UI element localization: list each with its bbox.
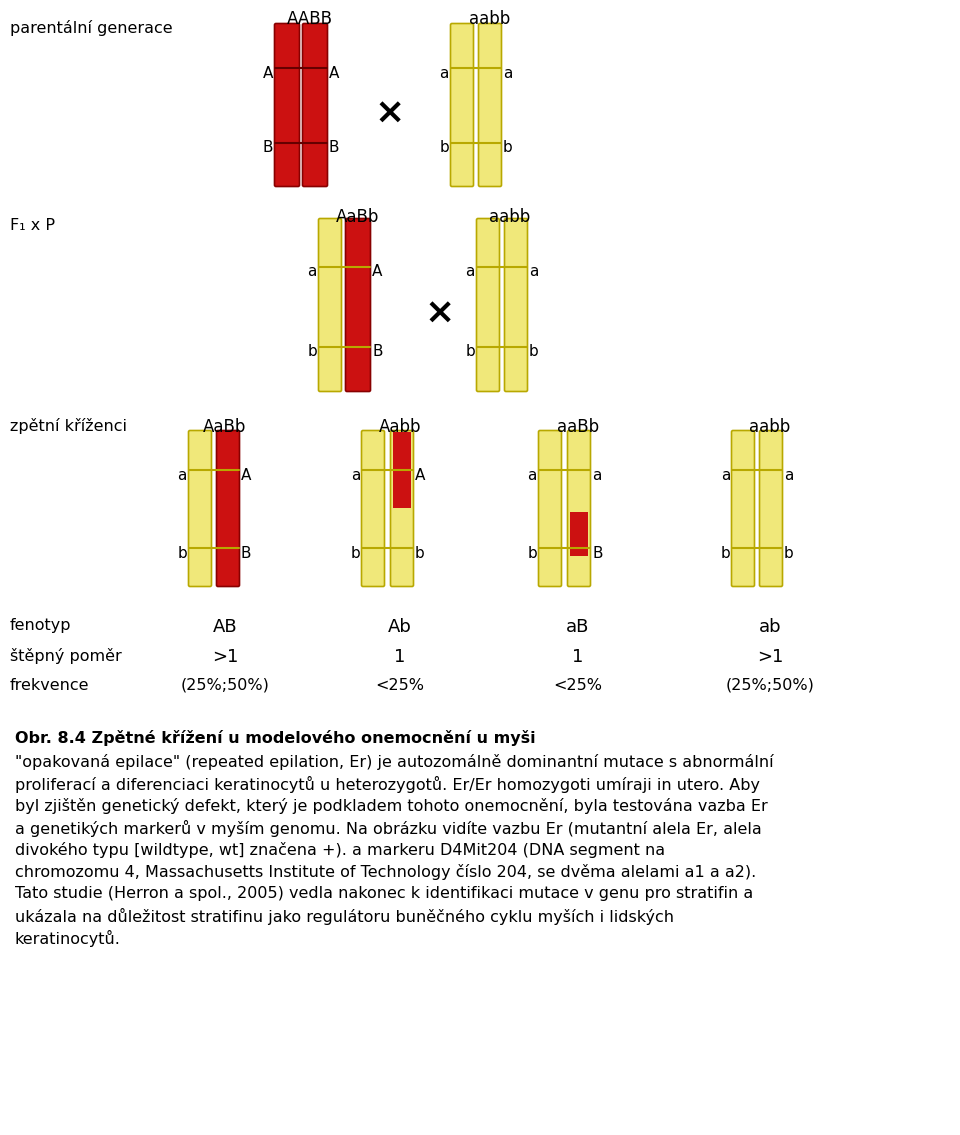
Text: Obr. 8.4 Zpětné křížení u modelového onemocnění u myši: Obr. 8.4 Zpětné křížení u modelového one… (15, 730, 536, 746)
Text: >1: >1 (212, 648, 238, 666)
FancyBboxPatch shape (362, 430, 385, 587)
Text: b: b (529, 345, 539, 360)
Text: aabb: aabb (490, 208, 531, 226)
Text: keratinocytů.: keratinocytů. (15, 930, 121, 947)
Text: b: b (415, 546, 424, 561)
Text: proliferací a diferenciaci keratinocytů u heterozygotů. Er/Er homozygoti umíraji: proliferací a diferenciaci keratinocytů … (15, 776, 760, 793)
Text: a: a (529, 264, 539, 279)
FancyBboxPatch shape (759, 430, 782, 587)
FancyBboxPatch shape (188, 430, 211, 587)
Text: b: b (784, 546, 794, 561)
Text: B: B (262, 141, 273, 155)
FancyBboxPatch shape (302, 24, 327, 186)
Text: AB: AB (213, 617, 237, 636)
Text: A: A (329, 66, 340, 81)
Text: 1: 1 (572, 648, 584, 666)
Text: divokého typu [wildtype, wt] značena +). a markeru D4Mit204 (DNA segment na: divokého typu [wildtype, wt] značena +).… (15, 842, 665, 858)
FancyBboxPatch shape (275, 24, 300, 186)
Text: a: a (178, 468, 187, 482)
Text: F₁ x P: F₁ x P (10, 218, 55, 233)
Text: >1: >1 (756, 648, 783, 666)
FancyBboxPatch shape (567, 430, 590, 587)
Text: a genetikých markerů v myším genomu. Na obrázku vidíte vazbu Er (mutantní alela : a genetikých markerů v myším genomu. Na … (15, 819, 761, 836)
Text: parentální generace: parentální generace (10, 20, 173, 36)
Text: aabb: aabb (750, 418, 791, 436)
Text: B: B (592, 546, 603, 561)
Text: 1: 1 (395, 648, 406, 666)
Text: frekvence: frekvence (10, 678, 89, 693)
Text: štěpný poměr: štěpný poměr (10, 648, 122, 664)
FancyBboxPatch shape (450, 24, 473, 186)
Text: zpětní kříženci: zpětní kříženci (10, 418, 127, 434)
Text: a: a (528, 468, 537, 482)
Text: aB: aB (566, 617, 589, 636)
Text: a: a (440, 66, 449, 81)
Text: AABB: AABB (287, 10, 333, 28)
Text: chromozomu 4, Massachusetts Institute of Technology číslo 204, se dvěma alelami : chromozomu 4, Massachusetts Institute of… (15, 864, 756, 880)
Text: <25%: <25% (375, 678, 424, 693)
Text: ukázala na důležitost stratifinu jako regulátoru buněčného cyklu myších i lidský: ukázala na důležitost stratifinu jako re… (15, 908, 674, 925)
Text: AaBb: AaBb (204, 418, 247, 436)
FancyBboxPatch shape (346, 219, 371, 392)
Text: b: b (307, 345, 317, 360)
Text: b: b (466, 345, 475, 360)
Text: B: B (372, 345, 382, 360)
Text: byl zjištěn genetický defekt, který je podkladem tohoto onemocnění, byla testová: byl zjištěn genetický defekt, který je p… (15, 798, 768, 814)
Text: A: A (263, 66, 273, 81)
Text: B: B (329, 141, 340, 155)
Text: B: B (241, 546, 252, 561)
Text: aaBb: aaBb (557, 418, 599, 436)
Text: A: A (415, 468, 425, 482)
Text: b: b (503, 141, 513, 155)
Text: fenotyp: fenotyp (10, 617, 71, 633)
FancyBboxPatch shape (478, 24, 501, 186)
Bar (393, 432, 411, 507)
FancyBboxPatch shape (319, 219, 342, 392)
Text: A: A (372, 264, 382, 279)
FancyBboxPatch shape (539, 430, 562, 587)
Text: "opakovaná epilace" (repeated epilation, Er) je autozomálně dominantní mutace s : "opakovaná epilace" (repeated epilation,… (15, 754, 774, 770)
Text: aabb: aabb (469, 10, 511, 28)
Text: ab: ab (758, 617, 781, 636)
FancyBboxPatch shape (505, 219, 527, 392)
Text: ×: × (374, 96, 405, 131)
Text: a: a (307, 264, 317, 279)
Text: A: A (241, 468, 252, 482)
Text: AaBb: AaBb (336, 208, 380, 226)
FancyBboxPatch shape (217, 430, 239, 587)
Text: b: b (527, 546, 537, 561)
Text: (25%;50%): (25%;50%) (180, 678, 270, 693)
Text: a: a (784, 468, 793, 482)
FancyBboxPatch shape (732, 430, 755, 587)
Text: (25%;50%): (25%;50%) (726, 678, 814, 693)
Bar (570, 512, 588, 556)
Text: <25%: <25% (554, 678, 603, 693)
FancyBboxPatch shape (391, 430, 414, 587)
Text: b: b (178, 546, 187, 561)
FancyBboxPatch shape (476, 219, 499, 392)
Text: Aabb: Aabb (379, 418, 421, 436)
Text: a: a (350, 468, 360, 482)
Text: b: b (440, 141, 449, 155)
Text: a: a (466, 264, 475, 279)
Text: a: a (503, 66, 513, 81)
Text: ×: × (425, 296, 455, 330)
Text: b: b (350, 546, 360, 561)
Text: b: b (720, 546, 730, 561)
Text: Ab: Ab (388, 617, 412, 636)
Text: Tato studie (Herron a spol., 2005) vedla nakonec k identifikaci mutace v genu pr: Tato studie (Herron a spol., 2005) vedla… (15, 886, 754, 901)
Text: a: a (592, 468, 601, 482)
Text: a: a (721, 468, 730, 482)
